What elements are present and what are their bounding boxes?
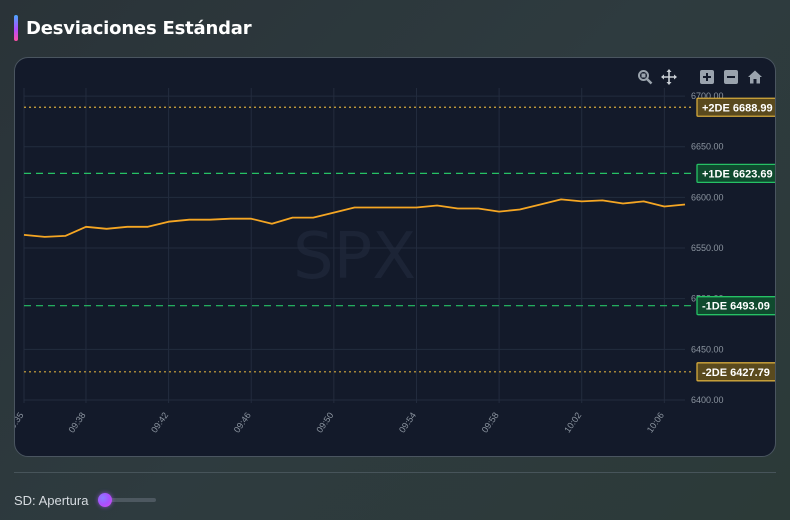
y-tick-label: 6550.00 bbox=[691, 243, 724, 253]
watermark-text: SPX bbox=[293, 220, 416, 294]
zoom-in-icon[interactable] bbox=[699, 69, 715, 85]
page-header: Desviaciones Estándar bbox=[14, 14, 252, 42]
sd-mode-label: SD: Apertura bbox=[14, 492, 89, 508]
y-tick-label: 6650.00 bbox=[691, 142, 724, 152]
chart-card[interactable]: SPX6400.006450.006500.006550.006600.0066… bbox=[14, 57, 776, 457]
sd-level-badge bbox=[696, 296, 775, 316]
x-tick-label: 09:58 bbox=[480, 410, 501, 434]
sd-level-label: +2DE 6688.99 bbox=[702, 102, 773, 114]
sd-level-label: +1DE 6623.69 bbox=[702, 168, 773, 180]
x-tick-label: 09:42 bbox=[149, 410, 170, 434]
sd-level-badge bbox=[696, 362, 775, 382]
x-tick-label: 09:46 bbox=[232, 410, 253, 434]
price-series-line[interactable] bbox=[23, 198, 686, 238]
x-tick-label: 10:06 bbox=[645, 410, 666, 434]
y-tick-label: 6600.00 bbox=[691, 192, 724, 202]
sd-level-badge bbox=[696, 163, 775, 184]
sd-level-badge bbox=[696, 97, 775, 117]
slider-track[interactable] bbox=[98, 498, 157, 502]
sd-mode-slider[interactable] bbox=[98, 492, 157, 508]
reset-home-icon[interactable] bbox=[747, 69, 763, 85]
x-tick-label: 09:50 bbox=[314, 410, 335, 434]
page-title: Desviaciones Estándar bbox=[26, 17, 252, 39]
x-tick-label: 09:38 bbox=[66, 410, 87, 434]
footer-divider bbox=[14, 472, 776, 473]
chart-toolbar bbox=[637, 68, 763, 86]
zoom-icon[interactable] bbox=[637, 69, 653, 85]
footer: SD: Apertura bbox=[14, 490, 157, 510]
zoom-out-icon[interactable] bbox=[723, 69, 739, 85]
y-tick-label: 6450.00 bbox=[691, 344, 724, 354]
title-accent-bar bbox=[14, 15, 18, 41]
y-tick-label: 6700.00 bbox=[691, 91, 724, 101]
x-tick-label: 10:02 bbox=[562, 410, 583, 434]
pan-icon[interactable] bbox=[661, 69, 677, 85]
sd-level-label: -2DE 6427.79 bbox=[702, 367, 770, 379]
sd-level-label: -1DE 6493.09 bbox=[702, 301, 770, 313]
sd-chart[interactable]: SPX6400.006450.006500.006550.006600.0066… bbox=[15, 58, 776, 457]
x-tick-label: 09:35 bbox=[15, 410, 26, 434]
slider-thumb[interactable] bbox=[98, 493, 113, 507]
y-tick-label: 6400.00 bbox=[691, 395, 724, 405]
x-tick-label: 09:54 bbox=[397, 410, 418, 434]
